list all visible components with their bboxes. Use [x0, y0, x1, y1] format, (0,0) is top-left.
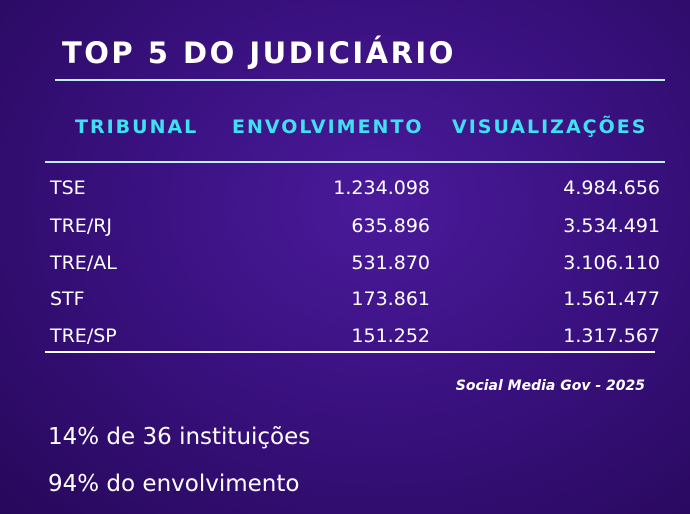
note: 14% de 36 instituições [48, 424, 311, 450]
title: TOP 5 DO JUDICIÁRIO [62, 36, 456, 70]
column-header: VISUALIZAÇÕES [452, 116, 648, 138]
table-cell: 151.252 [351, 325, 430, 347]
table-cell: TRE/RJ [50, 215, 113, 237]
table-cell: 3.534.491 [563, 215, 660, 237]
table-cell: 3.106.110 [563, 252, 660, 274]
column-header: TRIBUNAL [75, 116, 199, 138]
table-cell: 635.896 [351, 215, 430, 237]
divider [45, 351, 655, 353]
table-cell: 1.561.477 [563, 288, 660, 310]
table-cell: 1.234.098 [333, 177, 430, 199]
column-header: ENVOLVIMENTO [232, 116, 424, 138]
divider [55, 79, 665, 81]
table-cell: TRE/AL [50, 252, 117, 274]
table-cell: 1.317.567 [563, 325, 660, 347]
table-cell: 531.870 [351, 252, 430, 274]
table-cell: TRE/SP [50, 325, 117, 347]
divider [45, 161, 665, 163]
table-cell: 173.861 [351, 288, 430, 310]
table-cell: TSE [50, 177, 86, 199]
source: Social Media Gov - 2025 [455, 378, 645, 394]
table-cell: STF [50, 288, 85, 310]
table-cell: 4.984.656 [563, 177, 660, 199]
note: 94% do envolvimento [48, 471, 300, 497]
